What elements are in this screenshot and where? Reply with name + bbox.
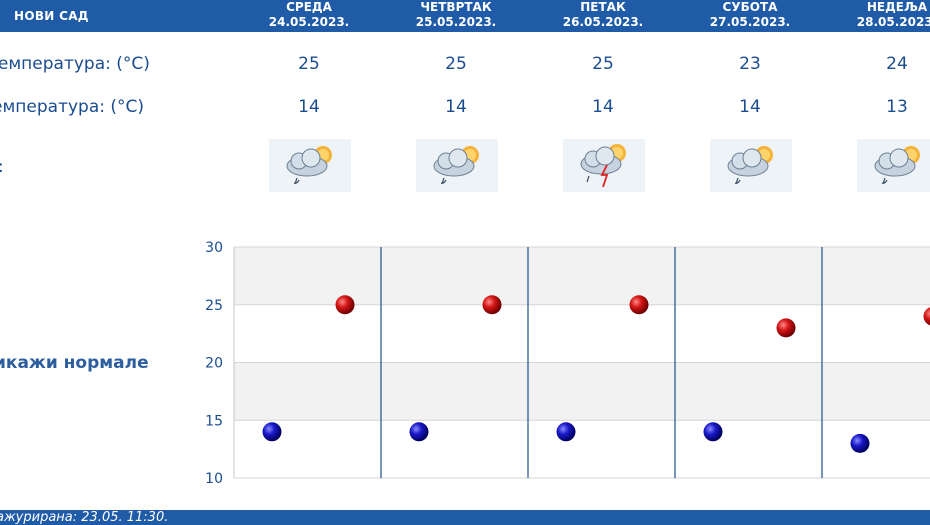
updated-timestamp: ажурирана: 23.05. 11:30.: [0, 510, 169, 525]
cloud-rain-sun-icon: [874, 146, 920, 185]
header-bar: НОВИ САД СРЕДА 24.05.2023. ЧЕТВРТАК 25.0…: [0, 0, 930, 32]
max-temp-day3: 25: [592, 54, 614, 74]
min-temp-point: [262, 422, 282, 442]
max-temp-point: [335, 295, 355, 315]
min-temp-label: емпература: (°C): [0, 97, 145, 117]
chart-y-tick-label: 30: [205, 240, 223, 256]
min-temp-day5: 13: [886, 97, 908, 117]
min-temp-day4: 14: [739, 97, 761, 117]
weather-icon-day1: [269, 139, 351, 192]
cloud-rain-sun-icon: [433, 146, 479, 185]
weather-icon-day5: [857, 139, 930, 192]
max-temp-point: [629, 295, 649, 315]
min-temp-point: [703, 422, 723, 442]
chart-band: [234, 362, 930, 421]
chart-y-tick-label: 15: [205, 413, 223, 429]
day-name: ЧЕТВРТАК: [420, 0, 492, 14]
max-temp-point: [482, 295, 502, 315]
chart-bands: [234, 247, 930, 478]
chart-y-tick-label: 10: [205, 471, 223, 487]
chart-grid: [233, 246, 930, 479]
day-date: 26.05.2023.: [562, 15, 644, 29]
day-header-1: СРЕДА 24.05.2023.: [234, 0, 384, 30]
cloud-rain-sun-icon: [286, 146, 332, 185]
day-name: ПЕТАК: [580, 0, 626, 14]
max-temp-point: [923, 307, 930, 326]
min-temp-day2: 14: [445, 97, 467, 117]
chart-y-ticks: 30 25 20 15 10: [205, 240, 223, 487]
min-temp-day3: 14: [592, 97, 614, 117]
chart-band: [234, 420, 930, 478]
chart-y-tick-label: 25: [205, 298, 223, 314]
min-temp-day1: 14: [298, 97, 320, 117]
chart-points: [262, 295, 930, 453]
day-date: 27.05.2023.: [709, 15, 791, 29]
max-temp-point: [776, 318, 796, 338]
day-name: НЕДЕЉА: [866, 0, 928, 14]
day-date: 24.05.2023.: [268, 15, 350, 29]
max-temp-day5: 24: [886, 54, 908, 74]
day-header-2: ЧЕТВРТАК 25.05.2023.: [381, 0, 531, 30]
max-temp-day4: 23: [739, 54, 761, 74]
city-name: НОВИ САД: [14, 9, 89, 23]
weather-icon-day3: [563, 139, 645, 192]
day-date: 28.05.2023.: [856, 15, 930, 29]
weather-icon-day2: [416, 139, 498, 192]
show-normals-link[interactable]: икажи нормале: [0, 353, 149, 373]
day-name: СРЕДА: [286, 0, 332, 14]
day-header-4: СУБОТА 27.05.2023.: [675, 0, 825, 30]
chart-y-tick-label: 20: [205, 356, 223, 372]
day-name: СУБОТА: [722, 0, 778, 14]
max-temp-label: температура: (°C): [0, 54, 150, 74]
max-temp-day1: 25: [298, 54, 320, 74]
day-date: 25.05.2023.: [415, 15, 497, 29]
footer-bar: ажурирана: 23.05. 11:30.: [0, 510, 930, 525]
day-header-3: ПЕТАК 26.05.2023.: [528, 0, 678, 30]
day-header-5: НЕДЕЉА 28.05.2023.: [822, 0, 930, 30]
weather-icon-day4: [710, 139, 792, 192]
min-temp-point: [850, 433, 870, 453]
cloud-storm-sun-icon: [580, 144, 626, 188]
chart-band: [234, 304, 930, 363]
min-temp-point: [556, 422, 576, 442]
cloud-rain-sun-icon: [727, 146, 773, 185]
min-temp-point: [409, 422, 429, 442]
weather-label: :: [0, 157, 4, 177]
chart-band: [234, 247, 930, 305]
max-temp-day2: 25: [445, 54, 467, 74]
